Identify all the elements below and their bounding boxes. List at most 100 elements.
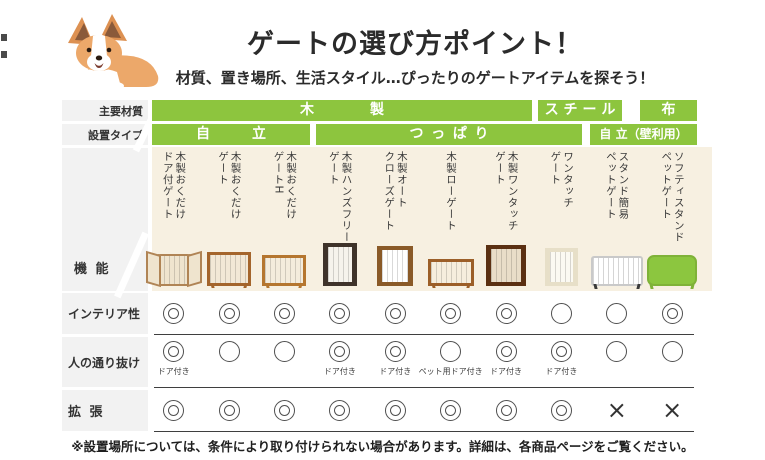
- rating-cell: ドア付き: [478, 339, 533, 387]
- install-type-band: 自 立: [152, 124, 310, 145]
- passthrough-single-circle-mark: [218, 341, 240, 362]
- rating-note: ペット用ドア付き: [418, 367, 483, 376]
- row-label-passthrough: 人の通り抜け: [62, 337, 148, 387]
- rating-cell: [368, 293, 423, 334]
- product-column: 木製ローゲート: [423, 151, 478, 245]
- rating-cell: [201, 339, 256, 387]
- inner-circle: [389, 405, 401, 416]
- expansion-double-circle-mark: [329, 400, 351, 421]
- rating-note: ドア付き: [379, 367, 412, 376]
- footnote: ※設置場所については、条件により取り付けられない場合があります。詳細は、各商品ペ…: [71, 439, 694, 454]
- rating-cell: [146, 390, 201, 431]
- product-thumbnail-tall-gate: [377, 246, 414, 286]
- product-column: [478, 240, 533, 290]
- product-column: [201, 240, 256, 290]
- interior-rating-row: [146, 293, 700, 334]
- inner-circle: [389, 308, 401, 319]
- product-column: 木製おくだけ ゲート: [201, 151, 256, 245]
- expansion-double-circle-mark: [440, 400, 462, 421]
- passthrough-double-circle-mark: [163, 341, 185, 362]
- product-thumbnail-tall-gate: [486, 245, 527, 286]
- inner-circle: [168, 346, 180, 357]
- product-name-header: スタンド簡易 ペットゲート: [604, 151, 630, 220]
- product-column: [146, 240, 201, 290]
- product-column: [312, 240, 367, 290]
- row-label-features: 機 能: [62, 148, 148, 291]
- product-thumbnail-fence-gate: [590, 256, 643, 286]
- product-name-header: 木製おくだけ ゲート: [217, 151, 242, 220]
- product-thumbnail-gate-gate: [262, 255, 307, 286]
- product-column: [423, 240, 478, 290]
- rating-cell: [201, 293, 256, 334]
- product-thumbnail-soft-gate: [647, 255, 698, 286]
- rating-cell: [478, 390, 533, 431]
- interior-double-circle-mark: [440, 303, 462, 324]
- material-band: 木 製: [152, 100, 532, 121]
- product-thumbnail-gate-gate: [207, 252, 252, 286]
- rating-cell: ドア付き: [312, 339, 367, 387]
- inner-circle: [389, 346, 401, 357]
- row-label-material: 主要材質: [62, 100, 148, 121]
- interior-double-circle-mark: [329, 303, 351, 324]
- interior-double-circle-mark: [218, 303, 240, 324]
- inner-circle: [666, 308, 678, 319]
- rating-cell: [534, 390, 589, 431]
- interior-double-circle-mark: [163, 303, 185, 324]
- interior-single-circle-mark: [606, 303, 628, 324]
- rating-cell: [423, 390, 478, 431]
- inner-circle: [334, 346, 346, 357]
- page-edge-mark: [1, 34, 7, 41]
- corgi-dog-image: [68, 14, 159, 91]
- row-separator: [154, 387, 694, 388]
- row-label-expansion: 拡 張: [62, 390, 148, 431]
- interior-double-circle-mark: [384, 303, 406, 324]
- passthrough-rating-row: ドア付き ドア付き ドア付き ペット用ドア付き ドア付き ドア付き: [146, 339, 700, 387]
- product-name-header: ソフティスタンド ペットゲート: [660, 151, 685, 243]
- interior-double-circle-mark: [661, 303, 683, 324]
- expansion-double-circle-mark: [218, 400, 240, 421]
- product-column: [534, 240, 589, 290]
- product-thumbnail-row: [146, 240, 700, 290]
- product-column: 木製オート クローズゲート: [368, 151, 423, 245]
- install-type-band: つっぱり: [316, 124, 582, 145]
- row-label-install-type: 設置タイプ: [62, 124, 148, 145]
- product-thumbnail-tall-gate: [544, 248, 578, 286]
- passthrough-single-circle-mark: [661, 341, 683, 362]
- expansion-rating-row: × ×: [146, 390, 700, 431]
- inner-circle: [445, 308, 457, 319]
- expansion-cross-mark: ×: [606, 396, 627, 424]
- passthrough-double-circle-mark: [550, 341, 572, 362]
- rating-cell: [589, 339, 644, 387]
- row-separator: [154, 334, 694, 335]
- rating-cell: ドア付き: [368, 339, 423, 387]
- product-column: [645, 240, 700, 290]
- product-thumbnail-tall-gate: [322, 243, 357, 286]
- rating-cell: [257, 390, 312, 431]
- passthrough-single-circle-mark: [606, 341, 628, 362]
- inner-circle: [278, 405, 290, 416]
- expansion-double-circle-mark: [550, 400, 572, 421]
- expansion-double-circle-mark: [384, 400, 406, 421]
- inner-circle: [500, 308, 512, 319]
- rating-cell: [312, 293, 367, 334]
- rating-cell: [645, 293, 700, 334]
- product-column: 木製おくだけ ドア付ゲート: [146, 151, 201, 245]
- inner-circle: [168, 308, 180, 319]
- rating-cell: ×: [589, 390, 644, 431]
- rating-note: ドア付き: [545, 367, 578, 376]
- expansion-double-circle-mark: [273, 400, 295, 421]
- product-column: [368, 240, 423, 290]
- product-name-header: 木製ローゲート: [444, 151, 457, 232]
- product-column: ワンタッチ ゲート: [534, 151, 589, 245]
- rating-cell: [312, 390, 367, 431]
- product-column: [589, 240, 644, 290]
- row-label-interior: インテリア性: [62, 293, 148, 334]
- product-name-header: ワンタッチ ゲート: [549, 151, 575, 209]
- rating-cell: [478, 293, 533, 334]
- rating-cell: [146, 293, 201, 334]
- product-name-header: 木製おくだけ ドア付ゲート: [161, 151, 187, 220]
- rating-note: ドア付き: [323, 367, 356, 376]
- product-name-header: 木製ワンタッチ ゲート: [494, 151, 519, 232]
- rating-cell: [645, 339, 700, 387]
